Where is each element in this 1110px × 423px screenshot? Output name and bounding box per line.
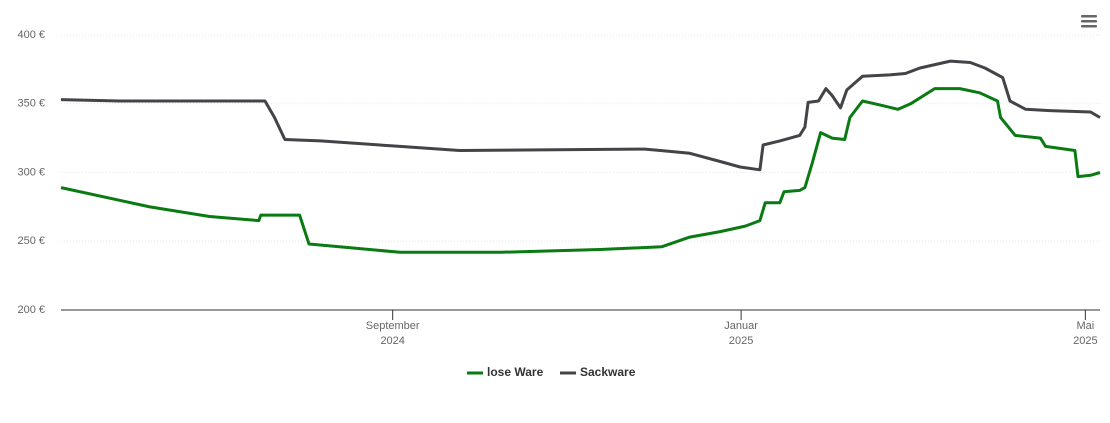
menu-icon[interactable] (1081, 15, 1097, 28)
menu-bar (1081, 25, 1097, 28)
x-tick-label: 2024 (380, 335, 404, 347)
y-tick-label: 250 € (17, 235, 45, 247)
y-tick-label: 200 € (17, 304, 45, 316)
x-tick-label: Mai (1076, 320, 1094, 332)
x-tick-label: 2025 (1073, 335, 1097, 347)
y-tick-label: 300 € (17, 166, 45, 178)
x-tick-label: 2025 (729, 335, 753, 347)
x-tick-label: Januar (724, 320, 758, 332)
menu-bar (1081, 15, 1097, 18)
x-tick-label: September (366, 320, 420, 332)
legend-text[interactable]: Sackware (580, 365, 636, 379)
line (60, 87, 1101, 254)
line (60, 59, 1101, 172)
y-tick-label: 400 € (17, 29, 45, 41)
legend-text[interactable]: lose Ware (487, 365, 544, 379)
menu-bar (1081, 20, 1097, 23)
y-tick-label: 350 € (17, 98, 45, 110)
